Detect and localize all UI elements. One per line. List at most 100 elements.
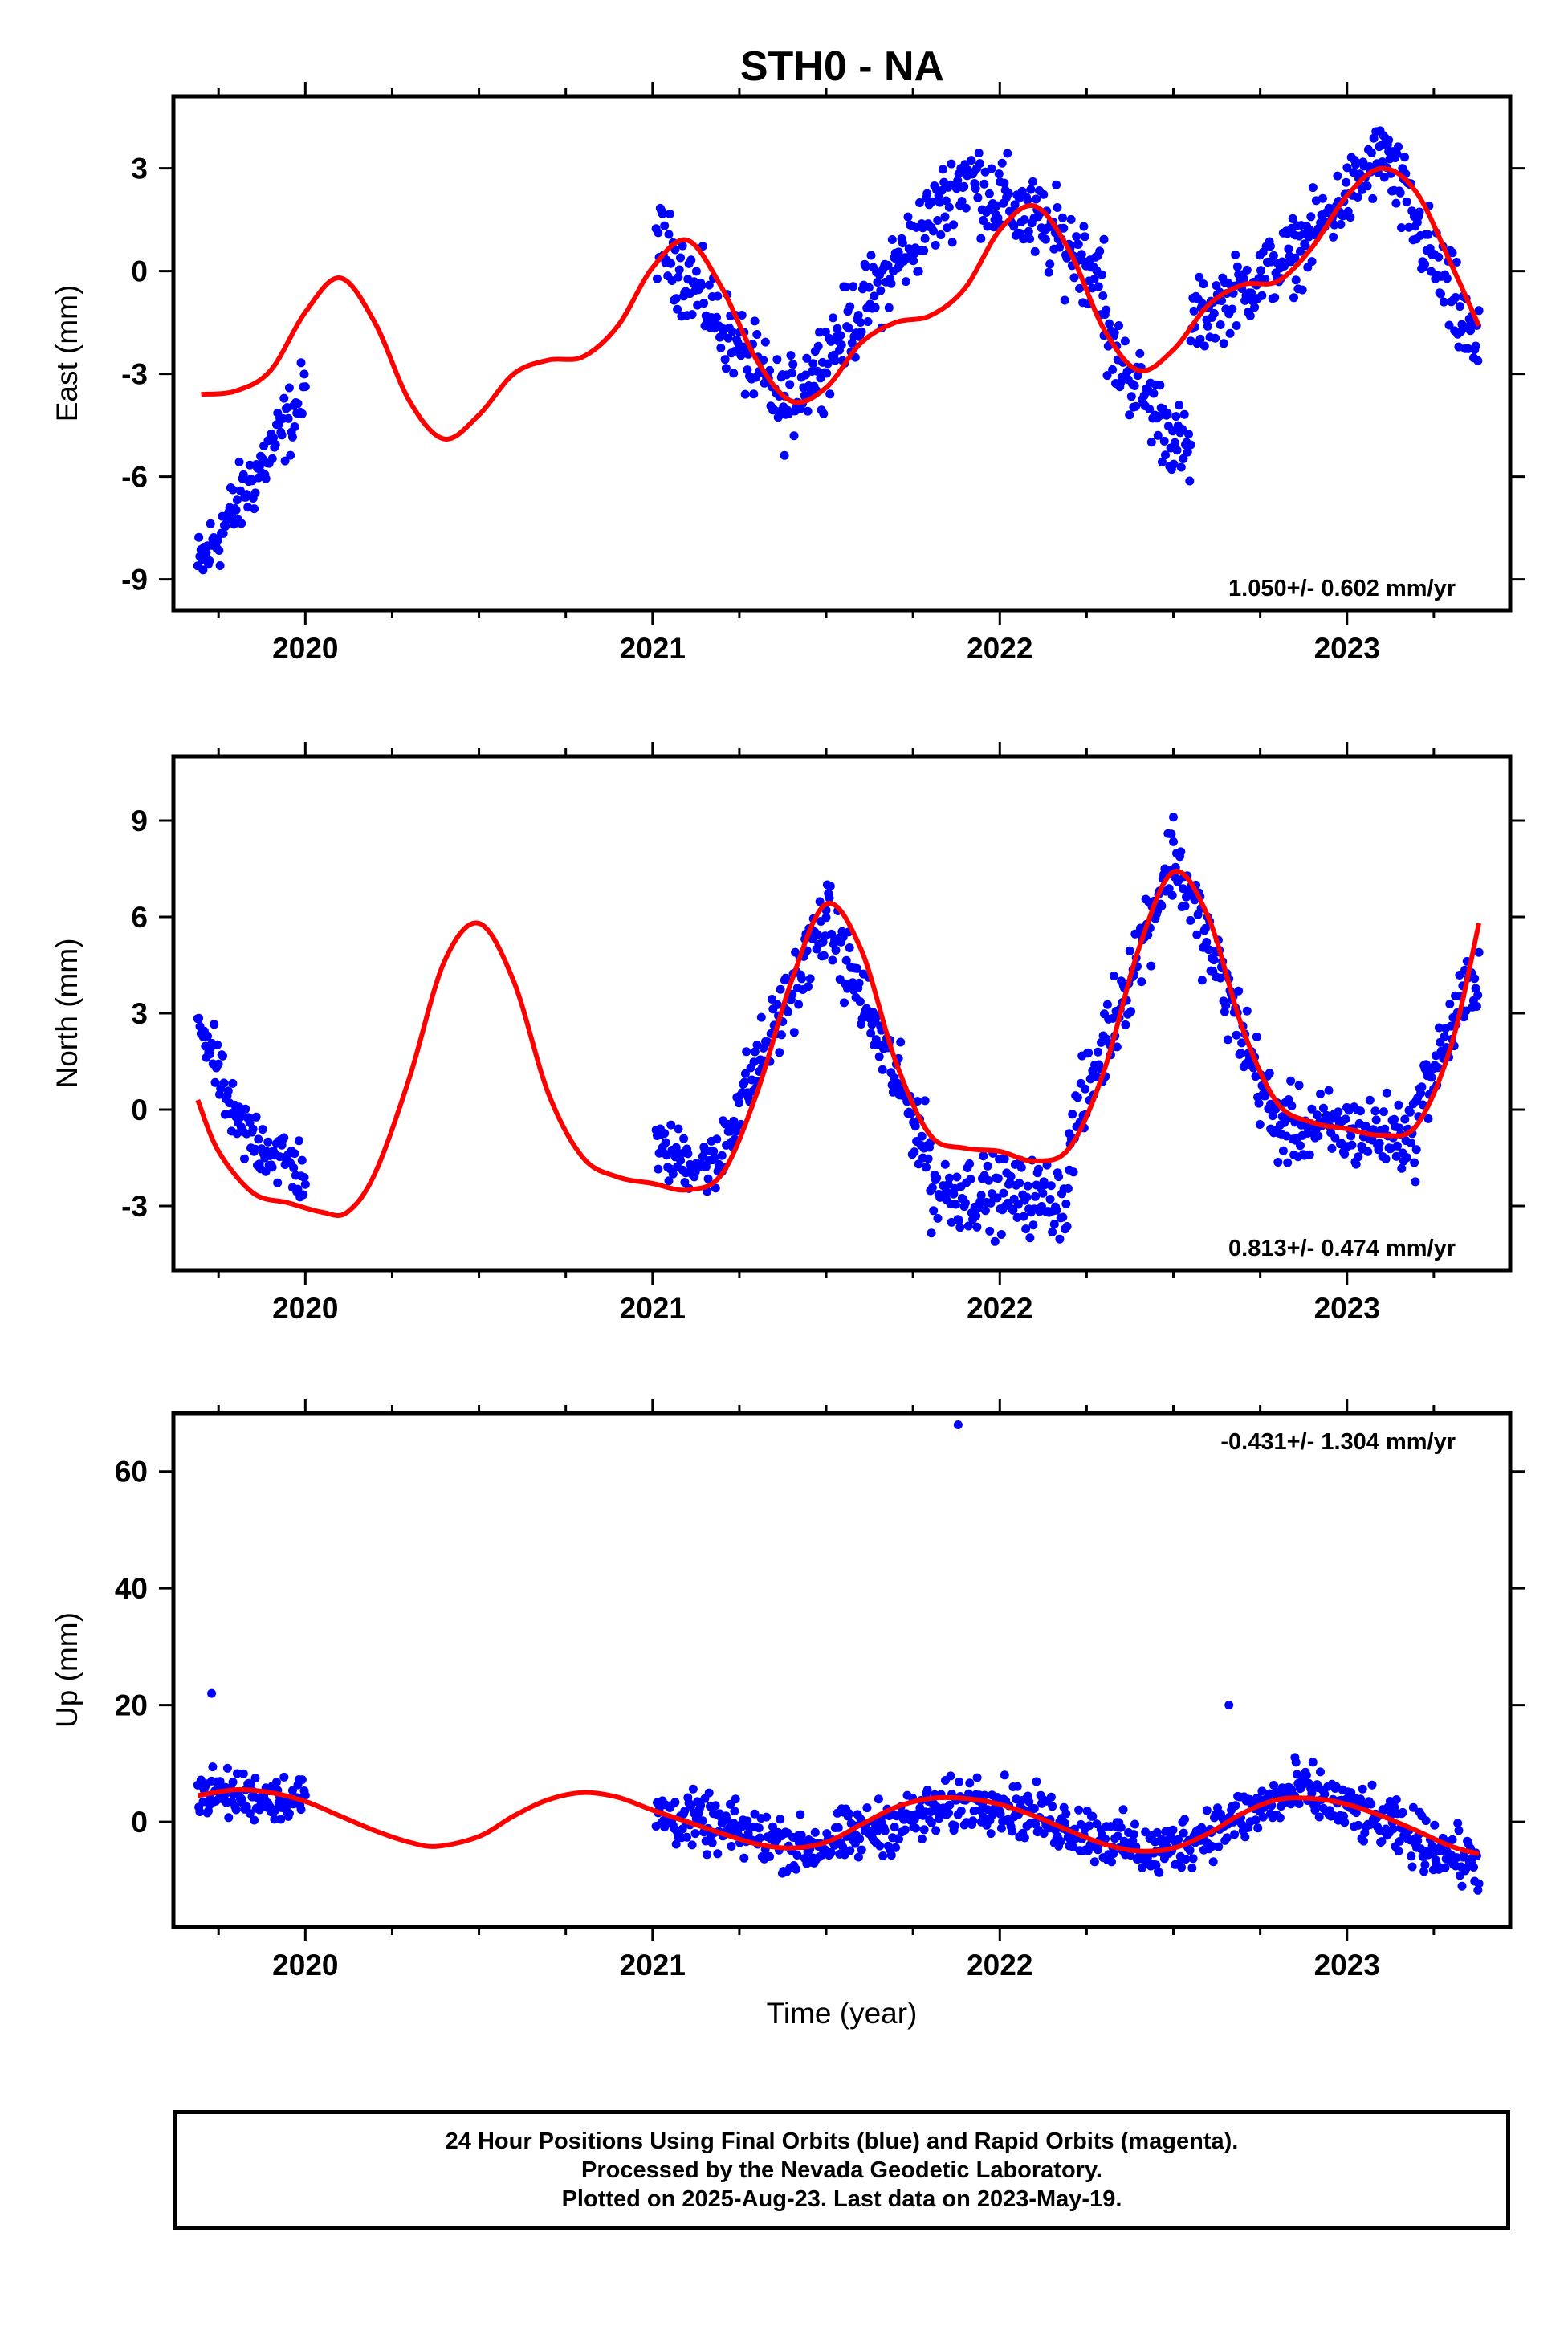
east-data-point xyxy=(198,565,208,575)
east-data-point xyxy=(1041,234,1050,244)
up-data-point xyxy=(1000,1770,1009,1780)
east-data-point xyxy=(286,450,295,460)
up-data-point xyxy=(1354,1820,1363,1830)
up-data-point xyxy=(727,1842,736,1851)
east-data-point xyxy=(1384,136,1394,145)
east-data-point xyxy=(853,311,863,320)
north-data-point xyxy=(797,974,807,984)
up-data-point xyxy=(1208,1842,1217,1851)
north-y-tick-label: 9 xyxy=(131,805,148,837)
east-data-point xyxy=(1402,197,1411,206)
east-data-point xyxy=(953,176,963,185)
up-data-point xyxy=(276,1815,286,1824)
east-data-point xyxy=(940,212,950,222)
up-model-curve xyxy=(197,1786,1480,1857)
east-data-point xyxy=(297,409,307,418)
up-data-point xyxy=(228,1778,238,1787)
east-data-point xyxy=(750,316,760,326)
east-data-point xyxy=(1159,436,1169,446)
east-data-point xyxy=(1161,450,1170,460)
east-data-point xyxy=(949,220,959,230)
east-data-point xyxy=(813,366,822,376)
north-data-point xyxy=(1157,901,1167,910)
east-data-point xyxy=(844,324,853,333)
up-data-point xyxy=(1316,1767,1325,1777)
east-data-point xyxy=(1330,220,1339,230)
north-data-point xyxy=(932,1173,942,1183)
up-data-point xyxy=(1301,1770,1311,1780)
north-data-point xyxy=(1361,1121,1370,1130)
east-data-point xyxy=(214,546,224,555)
north-data-point xyxy=(263,1137,273,1147)
up-data-point xyxy=(1388,1824,1398,1834)
north-data-point xyxy=(840,998,849,1008)
east-data-point xyxy=(772,355,782,365)
up-data-point xyxy=(1214,1842,1224,1851)
up-data-point xyxy=(1407,1862,1417,1872)
east-data-point xyxy=(658,209,667,218)
up-data-point xyxy=(945,1800,955,1810)
north-data-point xyxy=(1316,1090,1325,1098)
north-data-point xyxy=(929,1206,939,1216)
east-data-point xyxy=(887,235,897,244)
north-data-point xyxy=(971,1211,981,1220)
east-data-point xyxy=(284,383,294,393)
up-data-point xyxy=(792,1851,802,1860)
up-data-point xyxy=(1046,1792,1056,1802)
east-data-point xyxy=(984,189,994,198)
east-data-point xyxy=(1102,305,1111,315)
north-data-point xyxy=(205,1049,214,1059)
east-y-tick-label: -9 xyxy=(121,564,148,597)
north-data-point xyxy=(223,1086,233,1096)
east-data-point xyxy=(1053,203,1062,212)
up-data-point xyxy=(810,1827,820,1837)
east-data-point xyxy=(1397,223,1406,233)
up-data-point xyxy=(944,1808,953,1818)
north-x-tick-label: 2023 xyxy=(1314,1292,1380,1325)
north-data-point xyxy=(660,1129,670,1139)
up-data-point xyxy=(1275,1813,1285,1823)
east-data-point xyxy=(971,184,980,193)
up-rate-label: -0.431+/- 1.304 mm/yr xyxy=(1220,1429,1456,1455)
north-data-point xyxy=(1379,1107,1388,1117)
east-data-point xyxy=(1099,234,1109,244)
north-data-point xyxy=(248,1124,258,1134)
north-data-point xyxy=(661,1138,670,1147)
north-data-point xyxy=(1216,973,1225,983)
north-data-point xyxy=(1176,847,1186,857)
north-data-point xyxy=(294,1136,303,1146)
east-data-point xyxy=(883,260,893,270)
east-data-point xyxy=(1394,142,1403,152)
north-data-point xyxy=(1423,1114,1433,1123)
east-data-point xyxy=(936,230,946,239)
up-data-point xyxy=(765,1851,774,1861)
north-data-point xyxy=(1286,1076,1296,1086)
east-y-tick-label: -6 xyxy=(121,461,148,494)
up-data-point xyxy=(1419,1867,1429,1876)
east-data-point xyxy=(1289,293,1298,303)
up-data-point xyxy=(1008,1827,1017,1836)
up-data-point xyxy=(833,1823,843,1832)
up-data-point xyxy=(1356,1794,1365,1804)
north-data-point xyxy=(906,1109,916,1118)
north-data-point xyxy=(813,930,822,939)
up-data-point xyxy=(1074,1805,1084,1815)
up-data-point xyxy=(682,1832,691,1842)
north-data-point xyxy=(666,1120,676,1130)
north-data-point xyxy=(1351,1159,1361,1169)
up-y-tick-label: 60 xyxy=(115,1456,148,1489)
up-data-point xyxy=(1457,1881,1467,1891)
up-data-point xyxy=(956,1806,966,1815)
east-data-point xyxy=(914,267,923,276)
up-data-point xyxy=(1453,1819,1463,1828)
up-data-point xyxy=(688,1784,698,1794)
up-data-point xyxy=(1440,1863,1450,1872)
east-data-point xyxy=(866,251,876,260)
east-data-point xyxy=(653,274,662,283)
north-data-point xyxy=(775,1048,784,1057)
north-x-tick-label: 2021 xyxy=(620,1292,686,1325)
east-data-point xyxy=(1239,274,1248,283)
up-data-point xyxy=(845,1846,855,1855)
up-data-point xyxy=(1168,1825,1178,1835)
up-data-point xyxy=(1359,1836,1368,1846)
